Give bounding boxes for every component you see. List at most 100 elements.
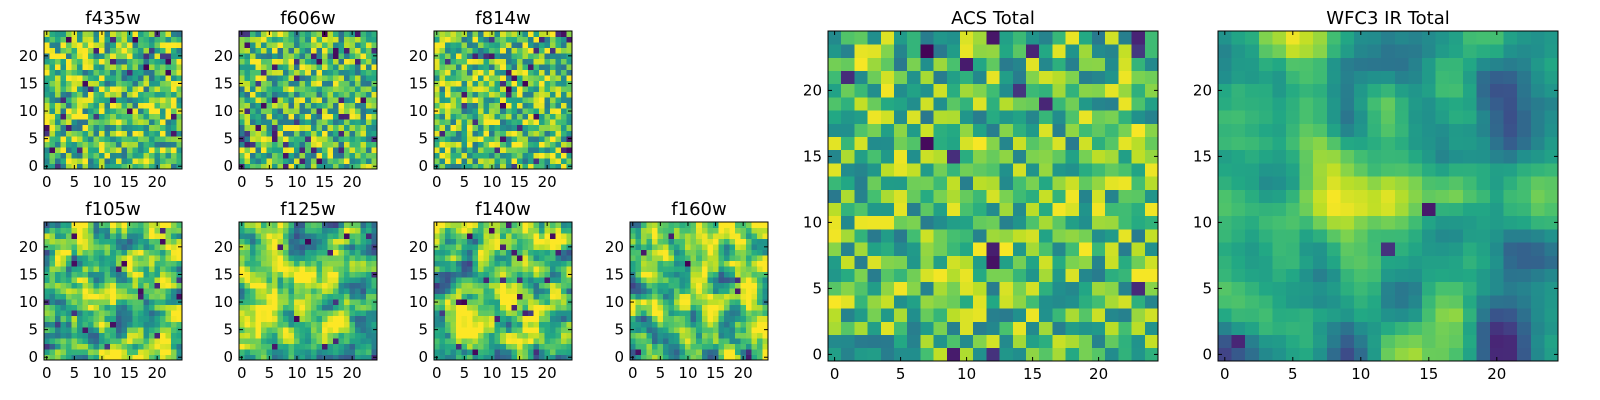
heatmap-cell (494, 91, 501, 98)
heatmap-cell (439, 255, 446, 262)
heatmap-cell (522, 42, 529, 48)
heatmap-cell (522, 326, 529, 333)
heatmap-cell (159, 69, 166, 76)
heatmap-cell (679, 332, 686, 339)
heatmap-cells (44, 222, 183, 361)
heatmap-cell (555, 64, 562, 71)
heatmap-cell (165, 233, 172, 239)
heatmap-cell (239, 288, 245, 295)
x-tick-label: 10 (92, 364, 111, 382)
heatmap-cell (434, 343, 440, 350)
heatmap-cell (82, 337, 89, 344)
heatmap-cell (49, 80, 56, 87)
heatmap-cell (55, 97, 61, 104)
heatmap-cell (99, 304, 106, 311)
heatmap-cell (450, 58, 457, 65)
heatmap-cell (867, 229, 882, 243)
heatmap-cell (467, 315, 474, 322)
heatmap-cell (566, 343, 573, 350)
heatmap-cell (244, 152, 251, 159)
heatmap-cell (933, 334, 948, 349)
heatmap-cell (93, 249, 100, 256)
heatmap-cell (349, 53, 356, 59)
heatmap-cell (478, 326, 485, 333)
heatmap-cell (272, 266, 279, 273)
x-tick-label: 5 (70, 364, 80, 382)
heatmap-cell (137, 299, 144, 306)
heatmap-cell (288, 255, 295, 262)
heatmap-cell (148, 249, 155, 256)
heatmap-cell (371, 146, 378, 153)
heatmap-cell (104, 277, 111, 284)
heatmap-cells (630, 222, 769, 361)
heatmap-cell (121, 86, 128, 93)
heatmap-cell (121, 255, 128, 262)
heatmap-cell (467, 277, 474, 284)
heatmap-cell (354, 53, 361, 59)
heatmap-cell (104, 227, 111, 234)
heatmap-cell (71, 69, 78, 76)
heatmap-cell (310, 310, 317, 317)
heatmap-cell (305, 277, 312, 284)
heatmap-cell (999, 202, 1014, 217)
heatmap-cell (137, 238, 144, 245)
heatmap-cell (121, 299, 128, 306)
heatmap-cell (305, 244, 312, 250)
heatmap-cell (77, 255, 84, 262)
heatmap-cell (434, 227, 440, 234)
heatmap-cell (354, 310, 361, 317)
heatmap-cell (132, 288, 139, 295)
heatmap-cell (148, 293, 155, 300)
heatmap-cell (854, 176, 868, 190)
heatmap-cell (338, 36, 345, 43)
heatmap-cell (82, 141, 89, 148)
heatmap-cell (288, 135, 295, 142)
heatmap-cell (88, 299, 95, 306)
heatmap-cell (707, 249, 714, 256)
heatmap-cell (288, 337, 295, 344)
heatmap-cell (148, 135, 155, 142)
heatmap-cell (762, 260, 769, 267)
heatmap-cell (154, 53, 161, 59)
heatmap-cell (701, 348, 708, 355)
heatmap-cell (137, 249, 144, 256)
heatmap-cell (321, 288, 328, 295)
heatmap-cell (734, 315, 741, 322)
heatmap-cell (272, 315, 279, 322)
heatmap-cell (44, 75, 50, 82)
heatmap-cell (505, 97, 512, 104)
heatmap-cell (305, 348, 312, 355)
heatmap-cell (88, 266, 95, 273)
heatmap-cell (360, 58, 367, 65)
heatmap-cell (544, 304, 551, 311)
heatmap-cell (283, 157, 290, 164)
heatmap-cell (327, 124, 334, 131)
heatmap-cell (338, 282, 345, 289)
heatmap-cell (544, 348, 551, 355)
heatmap-cell (566, 64, 573, 71)
heatmap-cell (646, 266, 653, 273)
heatmap-cell (55, 58, 61, 65)
heatmap-cell (77, 75, 84, 82)
heatmap-cell (723, 271, 730, 278)
heatmap-cell (176, 266, 183, 273)
heatmap-cell (652, 299, 658, 306)
heatmap-cell (494, 315, 501, 322)
heatmap-cell (88, 113, 95, 120)
heatmap-cell (283, 310, 290, 317)
heatmap-cell (66, 146, 72, 153)
heatmap-cell (516, 152, 523, 159)
heatmap-cell (332, 227, 339, 234)
heatmap-cell (560, 354, 567, 361)
heatmap-cell (707, 282, 714, 289)
heatmap-cell (494, 97, 501, 104)
heatmap-cell (137, 326, 144, 333)
heatmap-cell (159, 277, 166, 284)
heatmap-cell (277, 135, 284, 142)
heatmap-cell (538, 42, 545, 48)
heatmap-cell (288, 141, 295, 148)
heatmap-cell (250, 288, 256, 295)
heatmap-cell (472, 227, 479, 234)
heatmap-cell (1052, 215, 1066, 230)
heatmap-cell (494, 271, 501, 278)
